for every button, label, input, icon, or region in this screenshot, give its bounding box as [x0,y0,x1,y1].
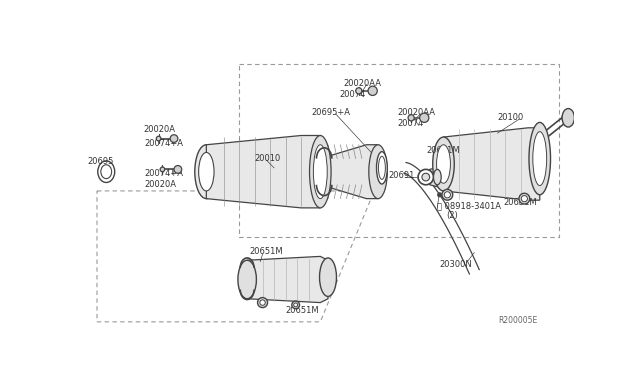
Text: 20010: 20010 [255,154,281,163]
Ellipse shape [294,303,298,307]
Circle shape [174,166,182,173]
Text: (2): (2) [447,211,458,220]
Text: 20074+A: 20074+A [145,170,184,179]
Ellipse shape [292,301,300,309]
Polygon shape [320,145,378,199]
Ellipse shape [442,189,452,200]
Polygon shape [247,256,328,302]
Ellipse shape [378,156,385,179]
Circle shape [356,88,362,94]
Ellipse shape [369,145,387,199]
Text: 20300N: 20300N [440,260,472,269]
Text: 20651M: 20651M [285,306,319,315]
Ellipse shape [533,132,547,186]
Text: 20691: 20691 [388,171,415,180]
Text: 20695+A: 20695+A [311,108,350,117]
Polygon shape [206,135,320,208]
Circle shape [408,115,414,121]
Ellipse shape [418,169,433,185]
Ellipse shape [436,145,451,183]
Text: 20100: 20100 [497,113,524,122]
Text: 20020A: 20020A [143,125,175,134]
Circle shape [368,86,378,96]
Ellipse shape [521,196,527,202]
Circle shape [562,112,575,124]
Polygon shape [444,128,540,200]
Text: 20651M: 20651M [427,145,460,155]
Ellipse shape [101,165,111,179]
Text: R200005E: R200005E [498,316,538,325]
Circle shape [420,113,429,122]
Ellipse shape [310,135,331,208]
Text: Ⓝ 08918-3401A: Ⓝ 08918-3401A [437,202,501,211]
Ellipse shape [529,122,550,195]
Ellipse shape [195,145,218,199]
Text: 20020AA: 20020AA [397,108,435,117]
Text: 20074: 20074 [397,119,424,128]
Ellipse shape [198,153,214,191]
Ellipse shape [98,161,115,183]
Circle shape [160,167,164,172]
Ellipse shape [376,152,387,184]
Circle shape [170,135,178,142]
Ellipse shape [260,300,265,305]
Text: 20651M: 20651M [504,198,537,207]
Circle shape [156,136,161,141]
Ellipse shape [444,192,451,198]
Ellipse shape [562,109,575,127]
Ellipse shape [519,193,530,204]
Text: 20651M: 20651M [250,247,283,256]
Text: 20074+A: 20074+A [145,139,184,148]
Ellipse shape [257,298,268,308]
Ellipse shape [422,173,429,181]
Ellipse shape [319,258,337,296]
Ellipse shape [433,137,454,191]
Text: 20695: 20695 [88,157,114,166]
Text: 20020AA: 20020AA [344,78,381,88]
Circle shape [438,193,442,197]
Text: 20074: 20074 [340,90,366,99]
Polygon shape [429,166,445,188]
Ellipse shape [314,145,327,199]
Ellipse shape [433,169,441,185]
Ellipse shape [238,260,257,299]
Text: 20020A: 20020A [145,180,177,189]
